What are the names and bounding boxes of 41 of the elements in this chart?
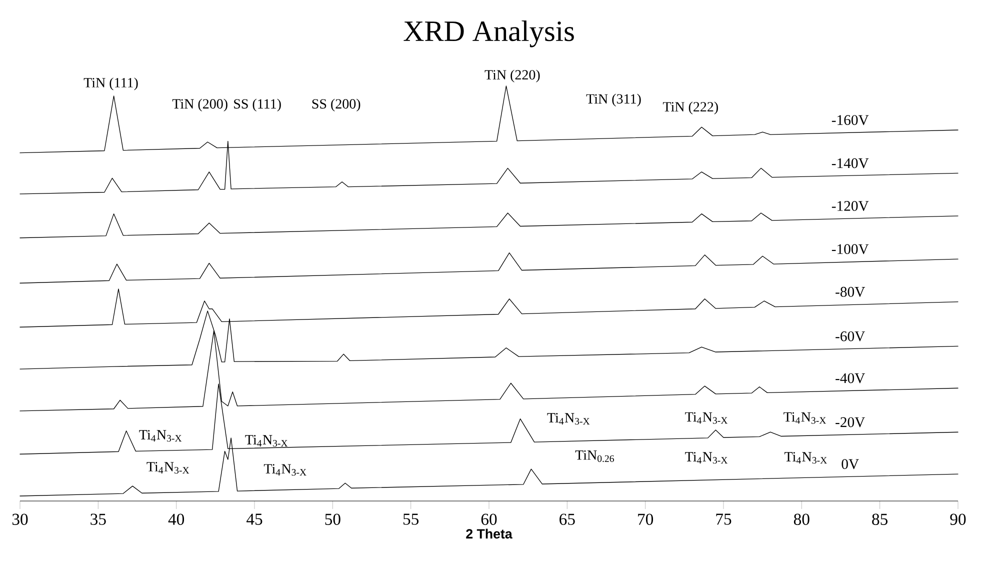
x-tick-label: 90 <box>950 514 966 525</box>
annotation: Ti$_{4}$N$_{3-X}$ <box>784 452 827 464</box>
series-label: -60V <box>836 331 866 342</box>
annotation: Ti$_{4}$N$_{3-X}$ <box>139 430 182 442</box>
series-label: -160V <box>832 115 869 126</box>
text: TiN (220) <box>484 70 540 82</box>
series-label: -20V <box>836 417 866 428</box>
x-tick-label: 60 <box>481 514 497 525</box>
annotation: Ti$_{4}$N$_{3-X}$ <box>784 412 826 424</box>
annotation: TiN (111) <box>84 78 138 90</box>
annotation: SS (111) <box>234 98 281 112</box>
x-axis-title: 2 Theta <box>466 528 512 539</box>
x-tick-label: 85 <box>872 514 888 525</box>
annotation: Ti$_{4}$N$_{3-X}$ <box>685 412 728 424</box>
series-label: -140V <box>832 158 869 168</box>
x-tick-label: 65 <box>560 514 575 525</box>
annotation: Ti$_{4}$N$_{3-X}$ <box>245 435 288 447</box>
x-tick-label: 40 <box>168 514 184 525</box>
x-tick-label: 70 <box>638 514 654 525</box>
annotation: TiN (311) <box>586 94 641 106</box>
annotation: TiN (200) <box>172 98 228 112</box>
series-label: -100V <box>832 244 869 254</box>
chart-title: XRD Analysis <box>404 20 574 48</box>
annotation: TiN$_{0.26}$ <box>575 450 614 462</box>
x-tick-label: 35 <box>90 514 106 525</box>
annotation: SS (200) <box>312 98 360 112</box>
annotation: TiN (222) <box>662 102 718 114</box>
x-tick-label: 55 <box>403 514 419 525</box>
annotation: Ti$_{4}$N$_{3-X}$ <box>685 452 728 464</box>
x-tick-label: 75 <box>716 514 732 525</box>
series-label: -40V <box>836 373 866 384</box>
x-tick-label: 50 <box>325 514 340 525</box>
annotation: Ti$_{4}$N$_{3-X}$ <box>547 413 590 425</box>
x-tick-label: 30 <box>12 514 28 525</box>
annotation: Ti$_{4}$N$_{3-X}$ <box>264 464 306 476</box>
series-label: -120V <box>832 201 869 211</box>
x-tick-label: 80 <box>794 514 810 525</box>
series-label: -80V <box>836 286 866 297</box>
x-tick-label: 45 <box>246 514 262 525</box>
series-label: 0V <box>842 459 859 470</box>
annotation: Ti$_{4}$N$_{3-X}$ <box>146 462 190 474</box>
